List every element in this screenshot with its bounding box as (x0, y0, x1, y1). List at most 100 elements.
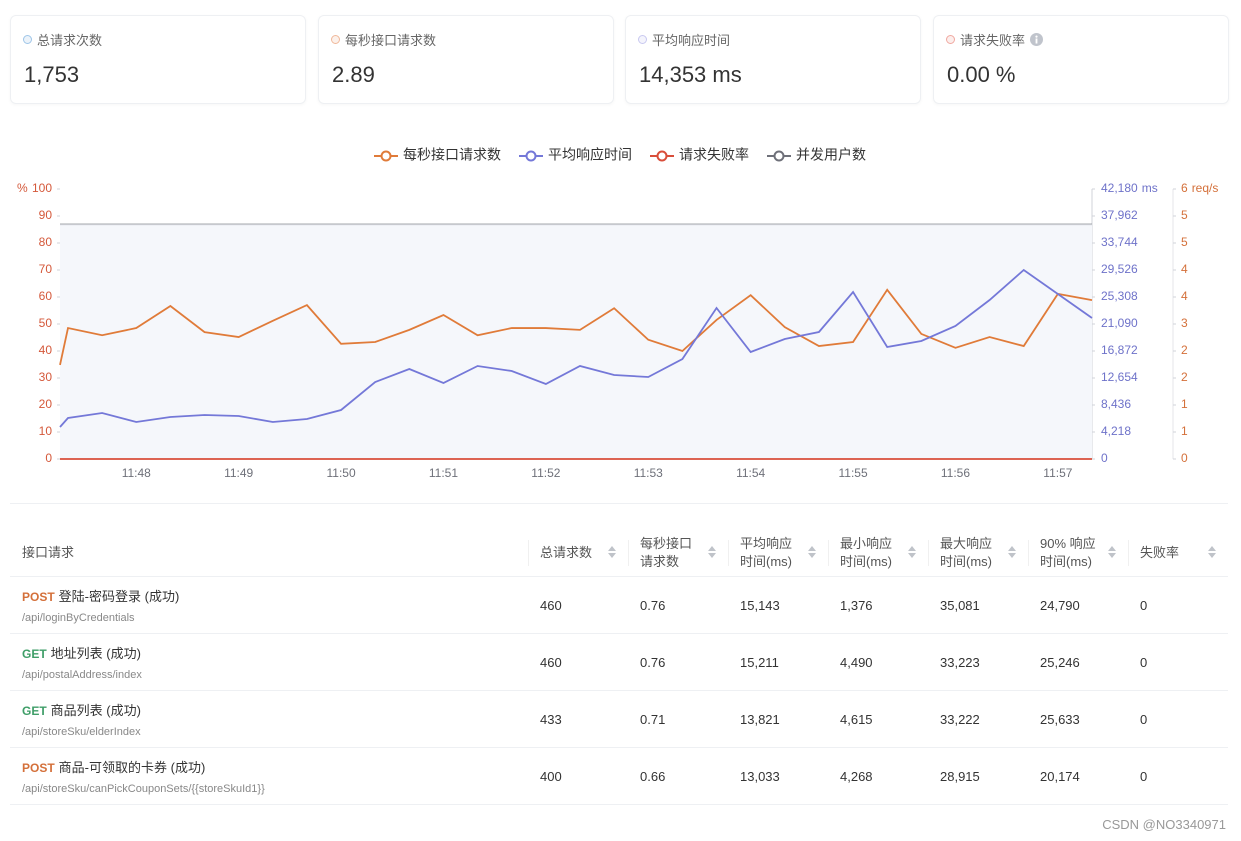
y-tick-label: 0 (1181, 451, 1188, 465)
legend-item[interactable]: 并发用户数 (767, 147, 866, 163)
y-tick-label: 21,090 (1101, 316, 1138, 330)
column-header[interactable]: 失败率 (1128, 530, 1228, 577)
y-tick-label: 20 (39, 397, 53, 411)
sort-up (1208, 546, 1216, 551)
table-cell: 460 (528, 633, 628, 691)
card-value: 14,353 ms (639, 62, 742, 87)
table-cell: 28,915 (928, 747, 1028, 805)
table-cell: 13,821 (728, 690, 828, 748)
y-tick-label: 40 (39, 343, 53, 357)
table-cell: 15,211 (728, 633, 828, 691)
y-tick-label: 0 (1101, 451, 1108, 465)
info-dot (1035, 35, 1038, 38)
y-tick-label: 80 (39, 235, 53, 249)
sort-icon[interactable] (708, 546, 716, 558)
column-header[interactable]: 最小响应时间(ms) (828, 530, 928, 577)
column-header-text: 总请求数 (540, 545, 593, 560)
table-cell: 25,633 (1028, 690, 1128, 748)
sort-icon[interactable] (1008, 546, 1016, 558)
table-cell: 24,790 (1028, 576, 1128, 634)
request-path: /api/postalAddress/index (22, 669, 142, 681)
series-line (59, 268, 1093, 428)
sort-icon[interactable] (608, 546, 616, 558)
card-dot (946, 35, 955, 44)
column-header-text: 90% 响应时间(ms) (1040, 536, 1096, 569)
card-label-text: 平均响应时间 (652, 33, 731, 48)
request-name: 地址列表 (成功) (50, 646, 141, 661)
legend-item[interactable]: 平均响应时间 (519, 147, 632, 163)
info-icon[interactable] (1030, 33, 1044, 46)
sort-icon[interactable] (1108, 546, 1116, 558)
series-area (60, 224, 1092, 459)
request-method: POST (22, 761, 55, 775)
y-tick-label: 100 (32, 181, 52, 195)
column-header-text: 最小响应时间(ms) (840, 536, 893, 569)
sort-down (708, 553, 716, 558)
legend-item[interactable]: 请求失败率 (650, 147, 749, 163)
table-cell: 0.76 (628, 633, 728, 691)
table-cell: 4,490 (828, 633, 928, 691)
y-tick-label: 0 (45, 451, 52, 465)
card-label-text: 请求失败率 (960, 33, 1026, 48)
y-tick-label: 29,526 (1101, 262, 1138, 276)
request-method: GET (22, 704, 47, 718)
card-dot (331, 35, 340, 44)
column-header-text: 每秒接口请求数 (640, 536, 693, 569)
x-tick-label: 11:57 (1043, 466, 1072, 480)
y-tick-label: 90 (39, 208, 53, 222)
table-cell: 0 (1128, 576, 1228, 634)
card-label: 请求失败率 (946, 30, 1044, 49)
table-cell: 20,174 (1028, 747, 1128, 805)
y-tick-label: 50 (39, 316, 53, 330)
table-cell: 400 (528, 747, 628, 805)
table-cell: 25,246 (1028, 633, 1128, 691)
legend-item[interactable]: 每秒接口请求数 (374, 147, 501, 163)
sort-icon[interactable] (1208, 546, 1216, 558)
table-cell: 0.66 (628, 747, 728, 805)
y-axis-name: ms (1142, 181, 1158, 195)
table-row: POST 登陆-密码登录 (成功) /api/loginByCredentials 4… (10, 576, 1228, 634)
request-name: 商品列表 (成功) (50, 703, 141, 718)
y-tick-label: 70 (39, 262, 53, 276)
sort-icon[interactable] (808, 546, 816, 558)
request-title: POST 商品-可领取的卡券 (成功) (22, 757, 516, 776)
card-label-text: 总请求次数 (37, 33, 103, 48)
card-label-text: 每秒接口请求数 (345, 33, 437, 48)
y-tick-label: 16,872 (1101, 343, 1138, 357)
column-header[interactable]: 平均响应时间(ms) (728, 530, 828, 577)
column-header[interactable]: 90% 响应时间(ms) (1028, 530, 1128, 577)
column-header[interactable]: 总请求数 (528, 530, 628, 577)
request-path: /api/storeSku/elderIndex (22, 726, 141, 738)
table-cell: 4,268 (828, 747, 928, 805)
y-tick-label: 10 (39, 424, 53, 438)
y-tick-label: 5 (1181, 235, 1188, 249)
y-tick-label: 1 (1181, 397, 1188, 411)
request-cell: GET 地址列表 (成功) /api/postalAddress/index (10, 633, 528, 691)
request-table: 接口请求 总请求数 每秒接口请求数 平均响应时间(ms) 最小响应时间(ms) 最大响应时… (10, 530, 1228, 805)
card-value: 1,753 (24, 62, 80, 87)
card-value: 2.89 (332, 62, 375, 87)
series-line (59, 288, 1093, 366)
sort-up (908, 546, 916, 551)
chart: 0102030405060708090100%04,2188,43612,654… (17, 147, 1218, 480)
request-cell: POST 登陆-密码登录 (成功) /api/loginByCredentials (10, 576, 528, 634)
stat-card: 请求失败率 0.00 % (933, 15, 1229, 104)
y-tick-label: 4 (1181, 289, 1188, 303)
table-cell: 0 (1128, 633, 1228, 691)
legend-marker (656, 150, 668, 162)
x-tick-label: 11:56 (941, 466, 970, 480)
x-tick-label: 11:51 (429, 466, 458, 480)
legend-marker (380, 150, 392, 162)
legend-label: 平均响应时间 (548, 147, 632, 163)
column-header[interactable]: 每秒接口请求数 (628, 530, 728, 577)
request-cell: POST 商品-可领取的卡券 (成功) /api/storeSku/canPickC… (10, 747, 528, 805)
column-header-text: 失败率 (1140, 545, 1180, 560)
column-header: 接口请求 (10, 530, 528, 577)
request-title: GET 商品列表 (成功) (22, 700, 516, 719)
column-header-text: 平均响应时间(ms) (740, 536, 793, 569)
x-tick-label: 11:48 (122, 466, 151, 480)
sort-icon[interactable] (908, 546, 916, 558)
column-header[interactable]: 最大响应时间(ms) (928, 530, 1028, 577)
table-cell: 0 (1128, 747, 1228, 805)
watermark: CSDN @NO3340971 (1102, 817, 1226, 832)
